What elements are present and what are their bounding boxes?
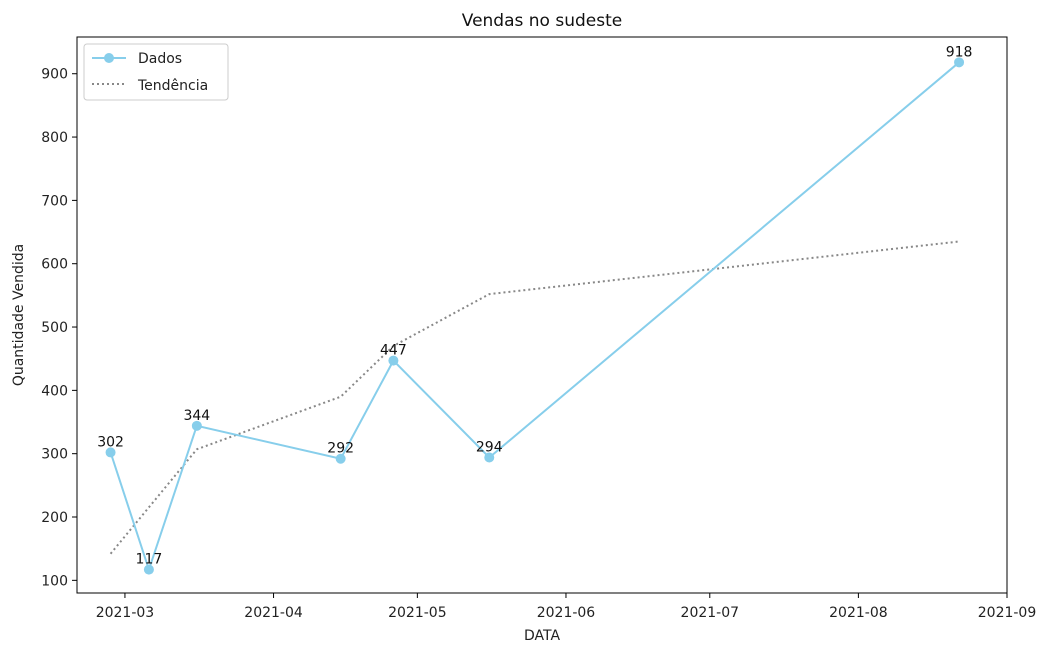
dados-point	[191, 420, 202, 431]
trend-line	[109, 240, 960, 555]
series-layer: 302 117 344 292 447 294 918	[97, 44, 973, 575]
chart-title: Vendas no sudeste	[462, 11, 622, 31]
legend-dados-marker	[104, 53, 114, 63]
y-tick-label: 700	[41, 193, 68, 209]
y-tick-label: 900	[41, 67, 68, 83]
dados-point	[143, 564, 154, 575]
data-label: 117	[136, 552, 163, 568]
dados-point	[954, 57, 965, 68]
y-tick-label: 200	[41, 510, 68, 526]
data-label: 344	[183, 408, 210, 424]
x-tick-label: 2021-03	[96, 605, 155, 621]
x-tick-label: 2021-06	[537, 605, 596, 621]
y-tick-label: 800	[41, 130, 68, 146]
legend: Dados Tendência	[83, 43, 229, 101]
legend-tendencia-label: Tendência	[137, 78, 208, 94]
y-tick-label: 600	[41, 257, 68, 273]
legend-dados-label: Dados	[138, 51, 182, 67]
plot-area	[77, 37, 1007, 593]
data-label: 294	[476, 439, 503, 455]
y-tick-label: 300	[41, 447, 68, 463]
x-tick-label: 2021-08	[829, 605, 888, 621]
data-label: 302	[97, 434, 124, 450]
x-tick-label: 2021-05	[388, 605, 447, 621]
data-label: 447	[380, 343, 407, 359]
dados-point	[105, 447, 116, 458]
x-tick-label: 2021-09	[978, 605, 1037, 621]
plot-frame	[76, 36, 1008, 594]
y-tick-label: 400	[41, 383, 68, 399]
dados-point	[388, 355, 399, 366]
y-tick-label: 500	[41, 320, 68, 336]
x-tick-label: 2021-04	[244, 605, 303, 621]
y-tick-label: 100	[41, 573, 68, 589]
y-axis-title: Quantidade Vendida	[11, 244, 27, 386]
x-tick-label: 2021-07	[681, 605, 740, 621]
data-label: 918	[946, 44, 973, 60]
axes-ticks: 2021-03 2021-04 2021-05 2021-06 2021-07 2021-…	[41, 67, 1036, 621]
dados-point	[484, 452, 495, 463]
data-label: 292	[327, 441, 354, 457]
dados-point	[335, 453, 346, 464]
x-axis-title: DATA	[524, 628, 560, 644]
